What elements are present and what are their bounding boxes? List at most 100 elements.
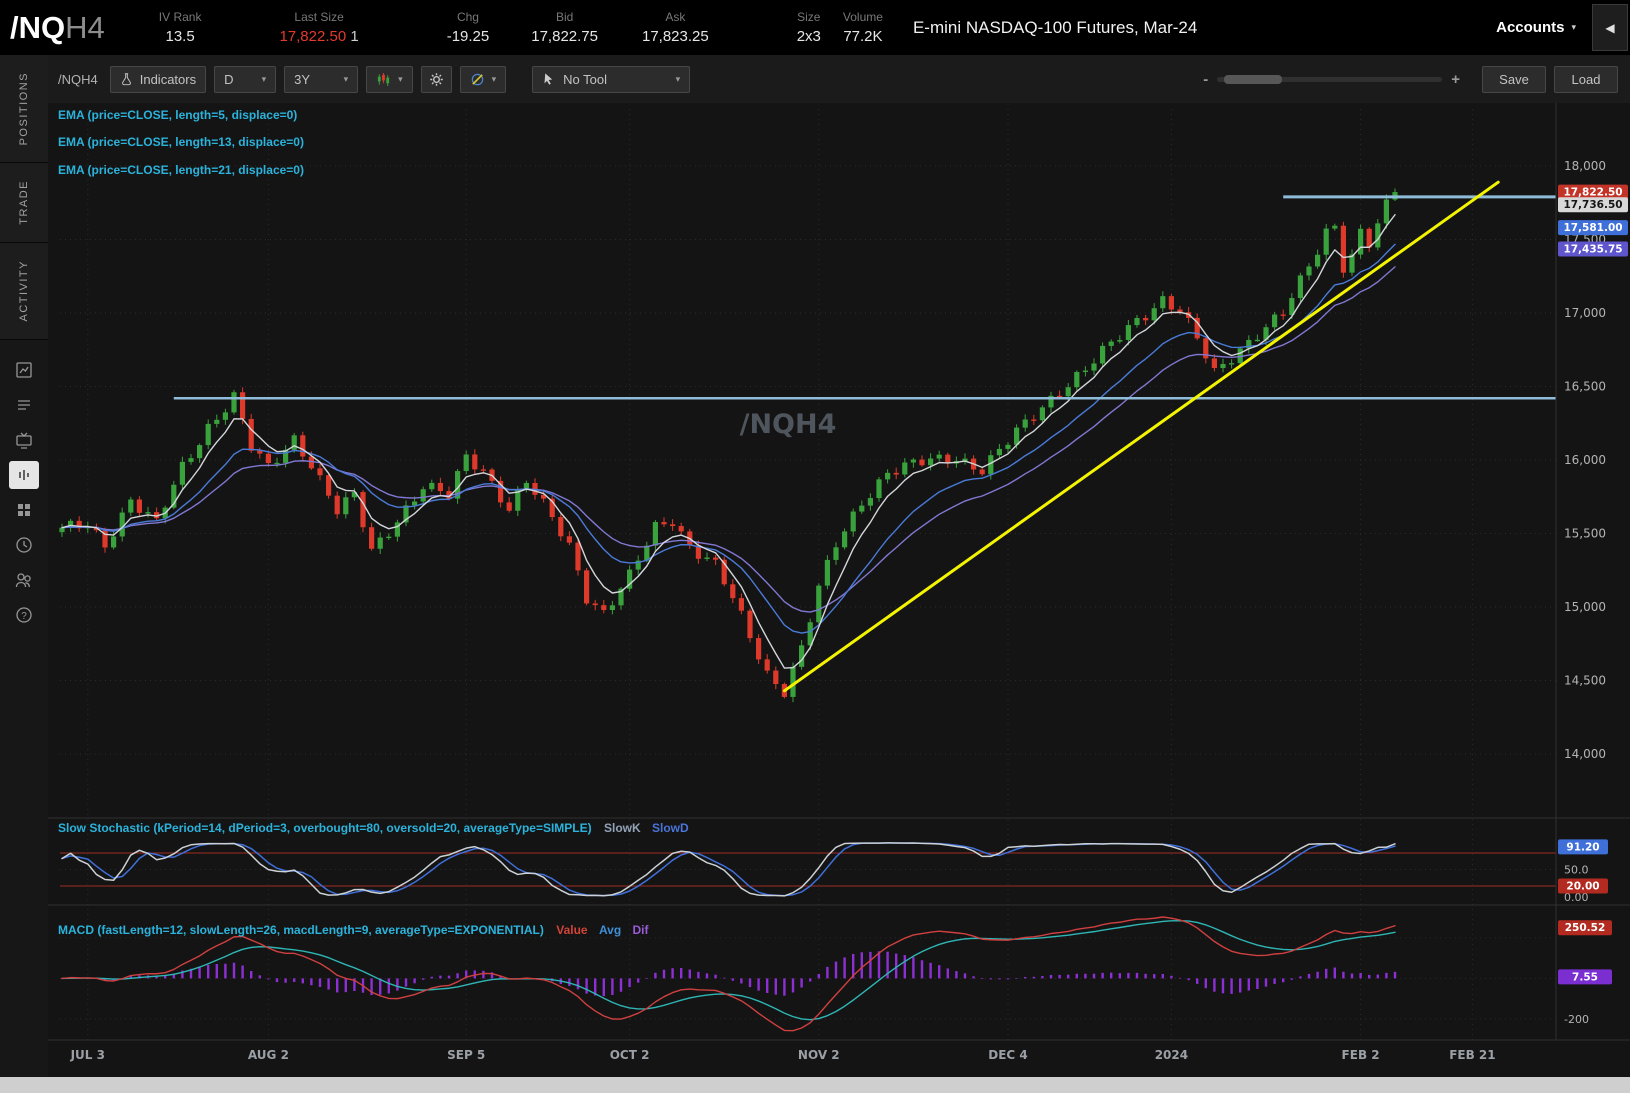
save-button[interactable]: Save [1482, 65, 1546, 93]
svg-text:17,435.75: 17,435.75 [1563, 243, 1622, 255]
svg-text:16,500: 16,500 [1564, 380, 1606, 394]
tv-gadget-icon[interactable] [9, 426, 39, 454]
range-value: 3Y [294, 71, 311, 87]
chart-settings-button[interactable] [420, 65, 452, 93]
study-label-macd[interactable]: MACD (fastLength=12, slowLength=26, macd… [58, 923, 649, 937]
volume-label: Volume [842, 9, 883, 24]
grid-gadget-icon[interactable] [9, 496, 39, 524]
trade-tab-label: TRADE [18, 180, 30, 226]
field-chg: Chg -19.25 [447, 10, 490, 46]
chevron-down-icon: ▾ [491, 73, 497, 84]
chg-value: -19.25 [446, 27, 490, 45]
drawing-tools-dropdown[interactable]: ▾ [459, 65, 507, 93]
contract-description: E-mini NASDAQ-100 Futures, Mar-24 [912, 17, 1198, 37]
svg-text:16,000: 16,000 [1564, 453, 1606, 467]
chart-type-dropdown[interactable]: ▾ [366, 65, 413, 93]
study-label-ema-5[interactable]: EMA (price=CLOSE, length=5, displace=0) [58, 108, 297, 122]
svg-text:14,500: 14,500 [1564, 674, 1606, 688]
active-tool-dropdown[interactable]: No Tool ▾ [532, 65, 691, 93]
zoom-out-button[interactable]: - [1203, 70, 1209, 88]
bid-label: Bid [555, 9, 574, 24]
range-dropdown[interactable]: 3Y ▾ [284, 65, 359, 93]
clock-gadget-icon[interactable] [9, 531, 39, 559]
svg-text:2024: 2024 [1155, 1048, 1188, 1062]
ask-value: 17,823.25 [641, 27, 709, 45]
ema13-label: EMA (price=CLOSE, length=13, displace=0) [58, 135, 304, 149]
quote-header: /NQ H4 IV Rank 13.5 Last Size 17,822.50 … [0, 0, 1630, 55]
svg-text:FEB 21: FEB 21 [1449, 1048, 1495, 1062]
field-volume: Volume 77.2K [843, 10, 883, 46]
activity-tab-label: ACTIVITY [18, 260, 30, 322]
charts-active-icon[interactable] [9, 460, 39, 489]
save-load-group: Save Load [1482, 65, 1618, 93]
sidebar-tab-positions[interactable]: POSITIONS [0, 55, 48, 164]
chart-section: /NQH4 Indicators D ▾ 3Y ▾ [48, 55, 1630, 1077]
sidebar-tab-trade[interactable]: TRADE [0, 163, 48, 244]
svg-text:17,581.00: 17,581.00 [1563, 222, 1622, 234]
macd-avg-label: Avg [598, 923, 622, 937]
svg-text:18,000: 18,000 [1564, 159, 1606, 173]
svg-text:17,822.50: 17,822.50 [1563, 187, 1622, 199]
load-label: Load [1571, 71, 1601, 87]
field-bid: Bid 17,822.75 [531, 10, 598, 46]
field-ask: Ask 17,823.25 [642, 10, 709, 46]
svg-text:17,736.50: 17,736.50 [1563, 199, 1622, 211]
save-label: Save [1499, 71, 1529, 87]
study-label-ema-21[interactable]: EMA (price=CLOSE, length=21, displace=0) [58, 163, 304, 177]
svg-text:/NQH4: /NQH4 [740, 409, 837, 440]
svg-text:7.55: 7.55 [1572, 971, 1598, 983]
candlestick-icon [377, 72, 390, 86]
symbol-root: /NQ [10, 9, 66, 45]
chevron-down-icon: ▾ [343, 73, 349, 84]
zoom-slider[interactable] [1217, 74, 1443, 84]
indicators-button[interactable]: Indicators [109, 65, 207, 93]
zoom-in-button[interactable]: + [1451, 70, 1460, 88]
list-gadget-icon[interactable] [9, 391, 39, 419]
chevron-left-icon: ◀ [1605, 20, 1615, 35]
chart-canvas[interactable]: /NQH418,00017,50017,00016,50016,00015,50… [48, 103, 1630, 1077]
field-iv-rank: IV Rank 13.5 [159, 10, 202, 46]
svg-text:-200: -200 [1564, 1013, 1589, 1026]
bottom-scrollbar[interactable] [0, 1077, 1630, 1093]
cursor-icon [544, 73, 553, 85]
chart-toolbar: /NQH4 Indicators D ▾ 3Y ▾ [48, 55, 1630, 103]
drawing-set-icon [471, 73, 483, 85]
zoom-control: - + [1203, 71, 1460, 88]
zoom-slider-handle[interactable] [1224, 74, 1283, 84]
iv-rank-value: 13.5 [165, 27, 195, 45]
active-tool-label: No Tool [563, 71, 608, 87]
macd-dif-label: Dif [632, 923, 649, 937]
chevron-down-icon: ▾ [261, 73, 267, 84]
timeframe-value: D [224, 71, 234, 87]
symbol-month: H4 [65, 9, 105, 45]
last-price: 17,822.50 [279, 27, 347, 45]
field-last-size: Last Size 17,822.50 1 [279, 10, 358, 46]
ask-label: Ask [665, 9, 686, 24]
load-button[interactable]: Load [1554, 65, 1618, 93]
sidebar-tab-activity[interactable]: ACTIVITY [0, 243, 48, 340]
people-gadget-icon[interactable] [9, 566, 39, 594]
accounts-menu[interactable]: Accounts ▾ [1496, 19, 1576, 36]
chevron-down-icon: ▾ [1571, 22, 1576, 32]
chart-area[interactable]: /NQH4 18,000 17,500 17,000 16,500 16,000 15,50… [48, 103, 1630, 1077]
collapse-panel-button[interactable]: ◀ [1592, 4, 1628, 51]
positions-tab-label: POSITIONS [18, 72, 30, 146]
ema21-label: EMA (price=CLOSE, length=21, displace=0) [58, 163, 304, 177]
study-label-ema-13[interactable]: EMA (price=CLOSE, length=13, displace=0) [58, 135, 304, 149]
help-gadget-icon[interactable]: ? [9, 601, 39, 629]
beaker-icon [121, 73, 131, 86]
last-size-label: Last Size [294, 9, 344, 24]
iv-rank-label: IV Rank [158, 9, 202, 24]
macd-value-label: Value [556, 923, 588, 937]
chart-gadget-icon[interactable] [9, 356, 39, 384]
sidebar-gadget-icons: ? [9, 356, 39, 629]
stochastic-label: Slow Stochastic (kPeriod=14, dPeriod=3, … [58, 821, 592, 835]
macd-label: MACD (fastLength=12, slowLength=26, macd… [58, 923, 544, 937]
svg-text:JUL 3: JUL 3 [70, 1048, 105, 1062]
help-glyph: ? [21, 611, 27, 622]
timeframe-dropdown[interactable]: D ▾ [214, 65, 277, 93]
svg-text:NOV 2: NOV 2 [798, 1048, 840, 1062]
study-label-stochastic[interactable]: Slow Stochastic (kPeriod=14, dPeriod=3, … [58, 821, 689, 835]
ema5-label: EMA (price=CLOSE, length=5, displace=0) [58, 108, 298, 122]
